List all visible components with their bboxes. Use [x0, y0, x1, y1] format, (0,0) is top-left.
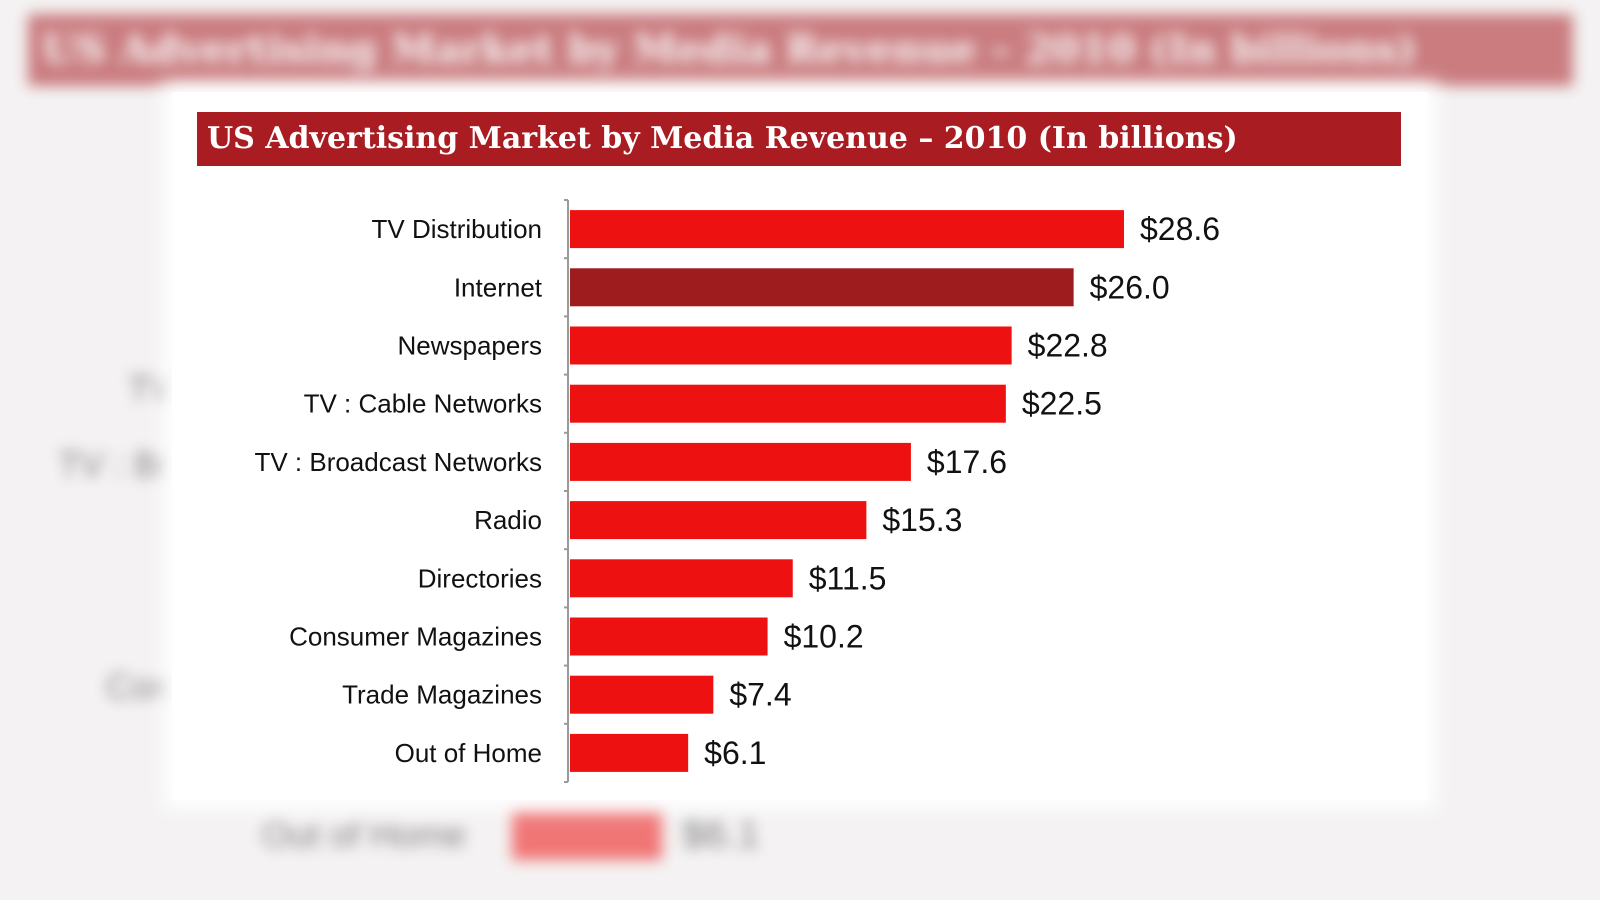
bar	[570, 326, 1012, 365]
value-label: $26.0	[1090, 269, 1170, 305]
value-label: $22.8	[1028, 328, 1108, 364]
bar	[570, 559, 793, 598]
bar	[570, 384, 1006, 423]
category-label: Trade Magazines	[342, 680, 542, 710]
value-label: $28.6	[1140, 211, 1220, 247]
bar-chart: TV Distribution $28.6 Internet $26.0 Newspap…	[254, 199, 1220, 783]
value-label: $22.5	[1022, 386, 1102, 422]
bar	[570, 617, 768, 656]
background-fragment: TV : Br	[58, 444, 171, 485]
chart-title: US Advertising Market by Media Revenue –…	[197, 112, 1401, 166]
category-label: Newspapers	[397, 331, 542, 361]
background-fragment: $6.1	[682, 812, 760, 856]
category-label: Radio	[474, 505, 542, 535]
category-label: Directories	[418, 563, 542, 593]
bar	[570, 501, 867, 540]
bar	[570, 268, 1074, 307]
value-label: $6.1	[704, 735, 766, 771]
category-label: Out of Home	[395, 738, 542, 768]
background-bar	[512, 808, 662, 860]
category-label: TV : Broadcast Networks	[254, 447, 542, 477]
background-fragment: Out of Home	[262, 814, 467, 855]
background-fragment: TV	[128, 368, 175, 409]
value-label: $17.6	[927, 444, 1007, 480]
chart-card: US Advertising Market by Media Revenue –…	[172, 92, 1428, 800]
bar	[570, 675, 714, 714]
bar	[570, 210, 1124, 249]
background-fragment: Con	[106, 666, 173, 707]
bar	[570, 733, 689, 772]
category-label: TV : Cable Networks	[304, 389, 542, 419]
category-label: Consumer Magazines	[289, 622, 542, 652]
value-label: $15.3	[882, 502, 962, 538]
category-label: Internet	[454, 272, 543, 302]
bar	[570, 442, 911, 481]
value-label: $7.4	[729, 677, 791, 713]
category-label: TV Distribution	[372, 214, 543, 244]
value-label: $11.5	[809, 560, 887, 596]
background-title-banner: US Advertising Market by Media Revenue –…	[28, 14, 1573, 86]
value-label: $10.2	[784, 619, 864, 655]
